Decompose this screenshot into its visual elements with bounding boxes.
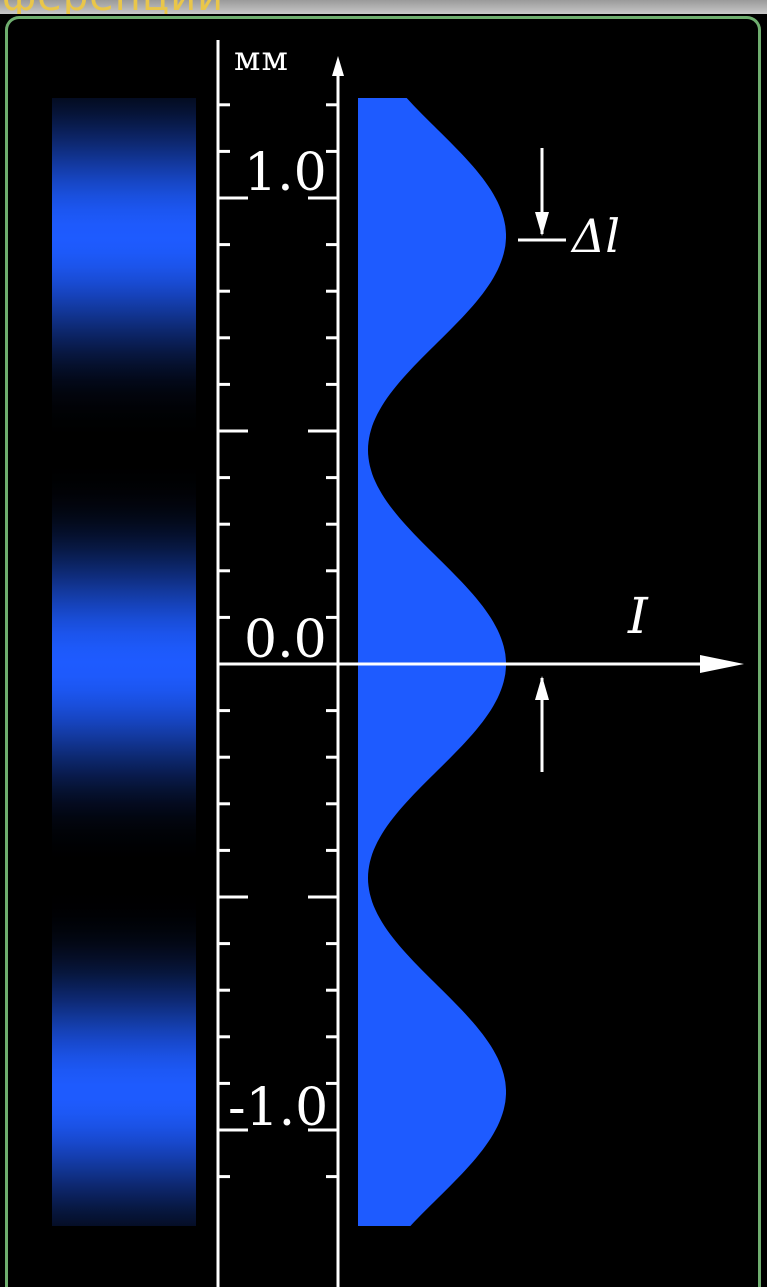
tick-label-minus-1.0: -1.0 xyxy=(228,1078,328,1138)
delta-l-top-arrowhead xyxy=(535,212,549,236)
delta-l-label: Δl xyxy=(570,209,620,263)
scale-unit-label: мм xyxy=(234,39,289,79)
top-title-strip: ференции xyxy=(0,0,767,14)
interference-fringe-strip xyxy=(52,98,196,1226)
scale-ticks xyxy=(218,103,338,1179)
tick-label-0.0: 0.0 xyxy=(244,610,327,670)
delta-l-bottom-arrowhead xyxy=(535,676,549,700)
vertical-axis-arrowhead xyxy=(332,56,344,76)
tick-label-1.0: 1.0 xyxy=(244,143,327,203)
intensity-axis-label: I xyxy=(627,587,649,645)
intensity-axis-arrowhead xyxy=(700,655,744,673)
intensity-profile xyxy=(358,98,506,1226)
page-title-cut: ференции xyxy=(2,0,224,14)
